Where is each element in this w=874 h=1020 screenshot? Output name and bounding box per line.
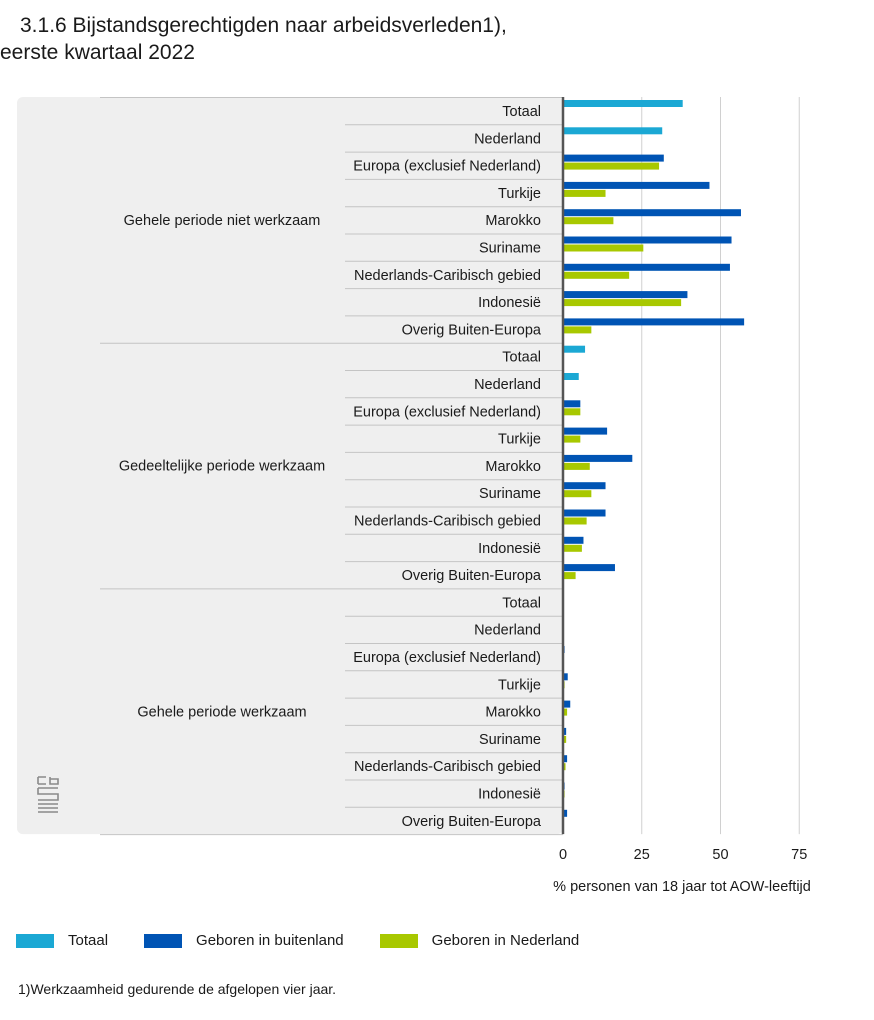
bar-geboren-in-buitenland xyxy=(563,154,664,162)
legend-item-nederland: Geboren in Nederland xyxy=(379,932,580,949)
bar-geboren-in-buitenland xyxy=(563,291,688,299)
x-tick-label: 50 xyxy=(712,847,728,863)
bar-geboren-in-nederland xyxy=(563,735,567,743)
legend-swatch-nederland xyxy=(379,933,418,948)
category-label: Totaal xyxy=(502,350,541,366)
category-label: Europa (exclusief Nederland) xyxy=(353,159,541,175)
group-label: Gedeeltelijke periode werkzaam xyxy=(119,459,325,475)
legend-item-totaal: Totaal xyxy=(16,932,108,949)
bar-geboren-in-nederland xyxy=(563,572,576,580)
legend-swatch-buitenland xyxy=(144,933,183,948)
bar-totaal xyxy=(563,345,586,353)
bar-geboren-in-nederland xyxy=(563,435,581,443)
x-axis-title: % personen van 18 jaar tot AOW-leeftijd xyxy=(553,879,811,895)
category-label: Marokko xyxy=(485,213,541,229)
category-label: Marokko xyxy=(485,705,541,721)
category-label: Nederland xyxy=(474,377,541,393)
bar-geboren-in-nederland xyxy=(563,162,660,170)
category-label: Suriname xyxy=(479,732,541,748)
chart-title: 3.1.6 Bijstandsgerechtigden naar arbeids… xyxy=(0,12,860,66)
category-label: Overig Buiten-Europa xyxy=(402,322,542,338)
bar-geboren-in-nederland xyxy=(563,189,606,197)
legend-label-nederland: Geboren in Nederland xyxy=(431,932,580,949)
category-label: Overig Buiten-Europa xyxy=(402,568,542,584)
bar-chart: Totaal Nederland Europa (exclusief Nederla… xyxy=(17,97,811,895)
category-label: Europa (exclusief Nederland) xyxy=(353,404,541,420)
bar-geboren-in-nederland xyxy=(563,544,582,552)
legend-item-buitenland: Geboren in buitenland xyxy=(144,932,344,949)
bar-geboren-in-buitenland xyxy=(563,427,608,435)
legend-label-totaal: Totaal xyxy=(68,932,109,949)
legend-swatch-totaal xyxy=(16,933,54,948)
bar-geboren-in-nederland xyxy=(563,326,592,334)
category-label: Europa (exclusief Nederland) xyxy=(353,650,541,666)
label-panel xyxy=(17,97,563,835)
bar-geboren-in-buitenland xyxy=(563,400,581,408)
bar-geboren-in-buitenland xyxy=(563,809,568,817)
bar-geboren-in-nederland xyxy=(563,708,568,716)
bar-geboren-in-nederland xyxy=(563,408,581,416)
group-label: Gehele periode werkzaam xyxy=(137,704,306,720)
category-label: Marokko xyxy=(485,459,541,475)
bar-geboren-in-buitenland xyxy=(563,564,615,572)
category-label: Suriname xyxy=(479,486,541,502)
category-label: Suriname xyxy=(479,241,541,257)
bar-geboren-in-nederland xyxy=(563,217,614,225)
bar-geboren-in-nederland xyxy=(563,299,682,307)
category-label: Nederland xyxy=(474,623,541,639)
x-tick-label: 25 xyxy=(634,847,650,863)
category-label: Indonesië xyxy=(478,541,541,557)
category-label: Turkije xyxy=(498,186,541,202)
bar-geboren-in-buitenland xyxy=(563,209,741,217)
category-label: Turkije xyxy=(498,677,541,693)
bar-geboren-in-buitenland xyxy=(563,263,730,271)
bar-geboren-in-buitenland xyxy=(563,727,567,735)
bar-geboren-in-nederland xyxy=(563,462,590,470)
footnote: 1)Werkzaamheid gedurende de afgelopen vi… xyxy=(18,981,337,997)
category-label: Totaal xyxy=(502,104,541,120)
category-label: Indonesië xyxy=(478,295,541,311)
bar-geboren-in-buitenland xyxy=(563,755,568,763)
bar-geboren-in-buitenland xyxy=(563,236,732,244)
bar-geboren-in-buitenland xyxy=(563,181,710,189)
category-label: Overig Buiten-Europa xyxy=(402,814,542,830)
group-label: Gehele periode niet werkzaam xyxy=(124,213,321,229)
bar-totaal xyxy=(563,127,663,135)
bar-geboren-in-buitenland xyxy=(563,454,633,462)
bar-geboren-in-nederland xyxy=(563,763,566,771)
bar-geboren-in-buitenland xyxy=(563,509,606,517)
chart-title-line-1: 3.1.6 Bijstandsgerechtigden naar arbeids… xyxy=(20,14,507,37)
x-tick-label: 75 xyxy=(791,847,807,863)
category-label: Indonesië xyxy=(478,787,541,803)
category-label: Nederlands-Caribisch gebied xyxy=(354,514,541,530)
bar-geboren-in-buitenland xyxy=(563,536,584,544)
bar-geboren-in-buitenland xyxy=(563,318,745,326)
bar-geboren-in-buitenland xyxy=(563,700,571,708)
category-label: Totaal xyxy=(502,595,541,611)
bar-totaal xyxy=(563,100,683,107)
category-label: Nederlands-Caribisch gebied xyxy=(354,759,541,775)
x-tick-label: 0 xyxy=(559,847,567,863)
bar-geboren-in-buitenland xyxy=(563,673,568,681)
bar-geboren-in-nederland xyxy=(563,517,587,525)
chart-legend: Totaal Geboren in buitenland Geboren in … xyxy=(16,932,615,949)
category-label: Nederlands-Caribisch gebied xyxy=(354,268,541,284)
bar-geboren-in-nederland xyxy=(563,271,630,279)
chart-title-line-2: eerste kwartaal 2022 xyxy=(0,41,195,64)
legend-label-buitenland: Geboren in buitenland xyxy=(196,932,344,949)
bar-geboren-in-nederland xyxy=(563,244,644,252)
bar-geboren-in-nederland xyxy=(563,490,592,498)
bar-totaal xyxy=(563,373,579,380)
category-label: Nederland xyxy=(474,131,541,147)
bar-geboren-in-buitenland xyxy=(563,482,606,490)
category-label: Turkije xyxy=(498,432,541,448)
cbs-logo-icon xyxy=(36,775,60,820)
